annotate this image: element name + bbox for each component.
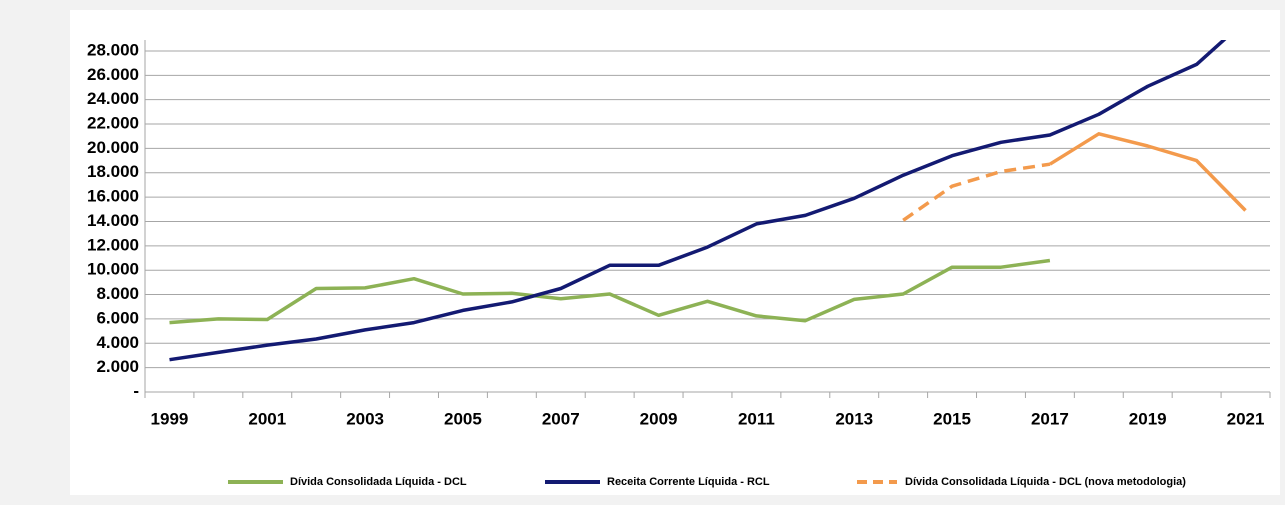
x-tick-label: 2021	[1227, 409, 1265, 428]
legend-label: Receita Corrente Líquida - RCL	[607, 476, 770, 488]
legend-label: Dívida Consolidada Líquida - DCL	[290, 476, 467, 488]
y-tick-label: -	[133, 381, 139, 400]
series-line	[169, 258, 1051, 325]
y-tick-label: 26.000	[87, 65, 139, 84]
x-tick-label: 1999	[151, 409, 189, 428]
x-tick-label: 2017	[1031, 409, 1069, 428]
x-tick-label: 2005	[444, 409, 482, 428]
y-tick-label: 4.000	[96, 333, 139, 352]
series-line	[1048, 132, 1247, 212]
series-line	[169, 40, 1227, 362]
x-tick-label: 2019	[1129, 409, 1167, 428]
y-tick-label: 12.000	[87, 235, 139, 254]
x-tick-label: 2011	[738, 409, 775, 428]
y-tick-label: 20.000	[87, 138, 139, 157]
x-tick-label: 2003	[346, 409, 384, 428]
x-tick-label: 2009	[640, 409, 678, 428]
x-tick-label: 2001	[248, 409, 286, 428]
y-tick-label: 14.000	[87, 211, 139, 230]
y-tick-label: 28.000	[87, 40, 139, 59]
y-tick-label: 10.000	[87, 260, 139, 279]
legend-label: Dívida Consolidada Líquida - DCL (nova m…	[905, 476, 1186, 488]
plot	[169, 40, 1247, 362]
series-line	[902, 162, 1051, 222]
y-tick-label: 6.000	[96, 308, 139, 327]
y-tick-label: 18.000	[87, 162, 139, 181]
y-tick-label: 22.000	[87, 114, 139, 133]
x-tick-label: 2013	[835, 409, 873, 428]
y-tick-label: 2.000	[96, 357, 139, 376]
y-tick-label: 8.000	[96, 284, 139, 303]
y-tick-label: 24.000	[87, 89, 139, 108]
chart-area	[70, 10, 1280, 495]
x-tick-label: 2015	[933, 409, 971, 428]
x-tick-label: 2007	[542, 409, 580, 428]
y-tick-label: 16.000	[87, 187, 139, 206]
